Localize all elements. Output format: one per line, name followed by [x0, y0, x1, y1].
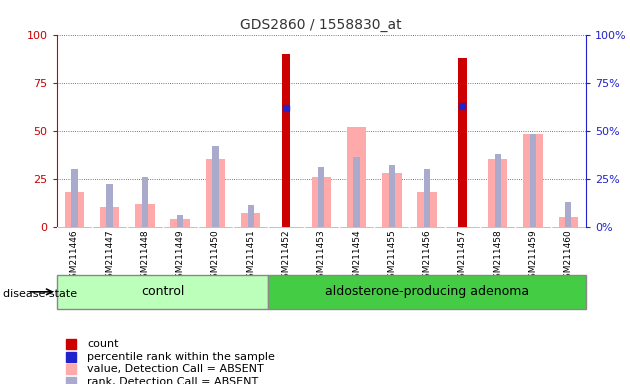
Bar	[559, 217, 578, 227]
Bar	[495, 154, 501, 227]
Bar	[106, 184, 113, 227]
Bar	[530, 134, 536, 227]
Bar	[241, 213, 260, 227]
Bar	[458, 58, 467, 227]
Text: rank, Detection Call = ABSENT: rank, Detection Call = ABSENT	[87, 376, 258, 384]
Bar	[248, 205, 254, 227]
Text: GSM211452: GSM211452	[282, 229, 290, 284]
Text: GSM211451: GSM211451	[246, 229, 255, 284]
Bar	[71, 169, 77, 227]
Bar	[177, 215, 183, 227]
Bar	[312, 177, 331, 227]
Text: GSM211453: GSM211453	[317, 229, 326, 284]
Bar	[318, 167, 324, 227]
Text: GSM211455: GSM211455	[387, 229, 396, 284]
Text: GSM211456: GSM211456	[423, 229, 432, 284]
Bar	[57, 275, 268, 309]
Bar	[524, 134, 542, 227]
Bar	[282, 54, 290, 227]
Bar	[171, 219, 190, 227]
Bar	[353, 157, 360, 227]
Text: GSM211458: GSM211458	[493, 229, 502, 284]
Text: GSM211459: GSM211459	[529, 229, 537, 284]
Text: GSM211448: GSM211448	[140, 229, 149, 284]
Bar	[135, 204, 154, 227]
Bar	[347, 127, 366, 227]
Text: control: control	[141, 285, 184, 298]
Bar	[424, 169, 430, 227]
Bar	[268, 275, 586, 309]
Bar	[206, 159, 225, 227]
Bar	[565, 202, 571, 227]
Text: value, Detection Call = ABSENT: value, Detection Call = ABSENT	[87, 364, 264, 374]
Title: GDS2860 / 1558830_at: GDS2860 / 1558830_at	[241, 18, 402, 32]
Bar	[212, 146, 219, 227]
Bar	[382, 173, 401, 227]
Text: count: count	[87, 339, 118, 349]
Text: GSM211447: GSM211447	[105, 229, 114, 284]
Text: GSM211449: GSM211449	[176, 229, 185, 284]
Bar	[142, 177, 148, 227]
Bar	[65, 192, 84, 227]
Bar	[488, 159, 507, 227]
Text: GSM211460: GSM211460	[564, 229, 573, 284]
Text: GSM211450: GSM211450	[211, 229, 220, 284]
Bar	[100, 207, 119, 227]
Text: disease state: disease state	[3, 289, 77, 299]
Text: GSM211446: GSM211446	[70, 229, 79, 284]
Text: GSM211457: GSM211457	[458, 229, 467, 284]
Bar	[418, 192, 437, 227]
Text: GSM211454: GSM211454	[352, 229, 361, 284]
Text: aldosterone-producing adenoma: aldosterone-producing adenoma	[325, 285, 529, 298]
Text: percentile rank within the sample: percentile rank within the sample	[87, 351, 275, 362]
Bar	[389, 165, 395, 227]
